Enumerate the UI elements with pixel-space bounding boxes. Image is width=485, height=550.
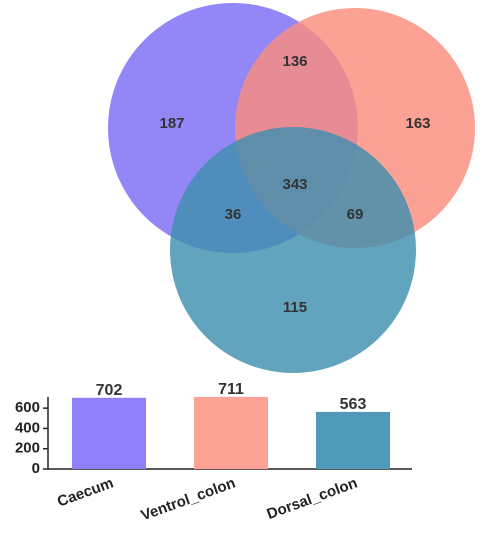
bar-value-label: 711 bbox=[218, 381, 244, 398]
region-label: 187 bbox=[159, 115, 184, 132]
region-label: 69 bbox=[347, 206, 364, 223]
x-tick-label: Caecum bbox=[55, 475, 116, 511]
y-tick-label: 0 bbox=[32, 460, 40, 477]
bar bbox=[316, 411, 390, 469]
x-tick-label: Ventrol_colon bbox=[139, 475, 238, 525]
venn-circle bbox=[170, 127, 416, 373]
region-label: 343 bbox=[282, 176, 307, 193]
bar-value-label: 702 bbox=[96, 382, 123, 399]
region-label: 163 bbox=[405, 115, 430, 132]
y-tick-label: 400 bbox=[15, 419, 40, 436]
bar bbox=[194, 396, 268, 469]
y-tick-label: 200 bbox=[15, 440, 40, 457]
bar-value-label: 563 bbox=[340, 396, 367, 413]
region-label: 136 bbox=[282, 53, 307, 70]
x-tick-label: Dorsal_colon bbox=[265, 475, 360, 523]
region-label: 36 bbox=[225, 206, 242, 223]
y-tick-label: 600 bbox=[15, 399, 40, 416]
region-label: 115 bbox=[283, 299, 307, 316]
bar bbox=[72, 397, 146, 469]
